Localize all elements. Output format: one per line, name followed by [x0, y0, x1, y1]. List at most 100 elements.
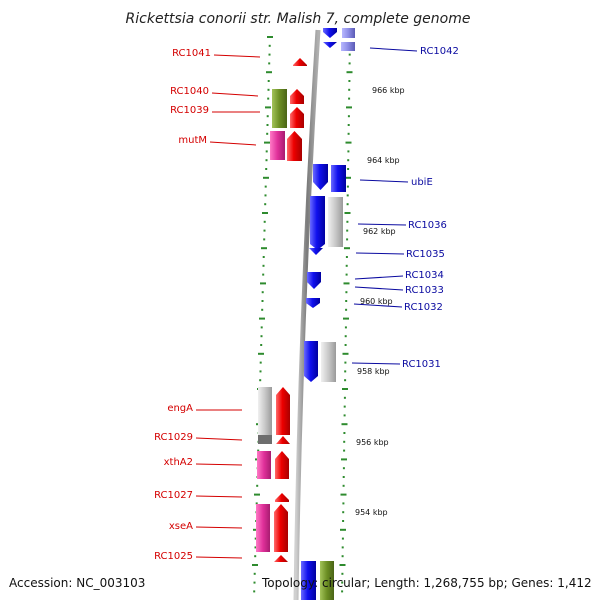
- ruler-minor-tick: [348, 53, 351, 56]
- label-ubiE: ubiE: [411, 177, 433, 188]
- scale-labels: 966 kbp 964 kbp 962 kbp 960 kbp 958 kbp …: [355, 86, 405, 517]
- ruler-minor-tick: [344, 379, 347, 382]
- ruler-minor-tick: [267, 80, 270, 82]
- ruler-minor-tick: [259, 361, 262, 364]
- ruler-minor-tick: [346, 194, 349, 197]
- ruler-minor-tick: [345, 273, 348, 276]
- gene-block: [301, 561, 316, 600]
- gene-mutM-arrow: [287, 131, 302, 161]
- ruler-minor-tick: [263, 238, 266, 241]
- ruler-major-tick: [344, 247, 350, 250]
- gene-RC1027-arrow: [275, 493, 289, 502]
- label-RC1033: RC1033: [405, 285, 444, 296]
- right-labels: RC1042 ubiE RC1036 RC1035 RC1034 RC1033 …: [351, 46, 459, 370]
- map-title: Rickettsia conorii str. Malish 7, comple…: [126, 11, 471, 27]
- ruler-minor-tick: [260, 326, 263, 329]
- ruler-minor-tick: [342, 467, 345, 470]
- gene-mutM-block: [270, 131, 285, 160]
- ruler-minor-tick: [267, 88, 270, 91]
- gene-xseA-block: [256, 504, 270, 552]
- ruler-major-tick: [341, 458, 347, 461]
- ruler-minor-tick: [268, 62, 271, 65]
- ruler-minor-tick: [346, 220, 349, 223]
- ruler-major-tick: [260, 282, 266, 285]
- scale-label: 964 kbp: [367, 156, 400, 165]
- scale-label: 966 kbp: [372, 86, 405, 95]
- label-RC1035: RC1035: [406, 249, 445, 260]
- ruler-major-tick: [342, 388, 348, 390]
- ruler-minor-tick: [344, 326, 347, 329]
- ruler-major-tick: [254, 493, 260, 496]
- ruler-minor-tick: [348, 62, 351, 65]
- ruler-minor-tick: [254, 555, 257, 558]
- ruler-major-tick: [267, 36, 273, 38]
- ruler-minor-tick: [264, 203, 267, 206]
- ruler-major-tick: [344, 212, 351, 214]
- ruler-minor-tick: [266, 124, 269, 126]
- scale-label: 962 kbp: [363, 227, 396, 236]
- accession-text: Accession: NC_003103: [9, 576, 145, 590]
- gene-RC1036-block: [328, 197, 343, 247]
- label-RC1031: RC1031: [402, 359, 441, 370]
- ruler-minor-tick: [341, 572, 344, 575]
- ruler-major-tick: [262, 212, 268, 214]
- ruler-minor-tick: [254, 537, 257, 540]
- ruler-minor-tick: [259, 379, 262, 382]
- ruler-minor-tick: [263, 220, 266, 223]
- ruler-minor-tick: [254, 546, 257, 549]
- gene-ubiE-block: [331, 165, 346, 192]
- gene-RC1032-arrow: [306, 298, 320, 308]
- ruler-minor-tick: [342, 476, 345, 478]
- gene-RC1031-arrow: [304, 341, 318, 382]
- gene-RC1040-block: [272, 89, 287, 128]
- ruler-minor-tick: [341, 546, 344, 549]
- label-xthA2: xthA2: [164, 457, 193, 468]
- ruler-minor-tick: [262, 273, 265, 276]
- ruler-minor-tick: [263, 229, 266, 232]
- right-dotted-ruler: [339, 36, 353, 593]
- label-RC1032: RC1032: [404, 302, 443, 313]
- ruler-minor-tick: [346, 203, 349, 206]
- ruler-minor-tick: [345, 308, 348, 311]
- ruler-minor-tick: [342, 511, 345, 514]
- ruler-minor-tick: [342, 520, 345, 522]
- ruler-major-tick: [345, 141, 352, 144]
- gene-xseA-arrow: [274, 504, 288, 552]
- left-features: [256, 58, 307, 562]
- label-RC1039: RC1039: [170, 105, 209, 116]
- ruler-minor-tick: [344, 344, 347, 346]
- ruler-minor-tick: [341, 581, 344, 584]
- gene-RC1031-block: [321, 342, 336, 382]
- scale-label: 956 kbp: [356, 438, 389, 447]
- gene-RC1041-arrow: [293, 58, 307, 66]
- ruler-minor-tick: [262, 256, 265, 258]
- gene-RC1029-block: [258, 435, 272, 444]
- ruler-minor-tick: [256, 484, 259, 487]
- ruler-major-tick: [266, 71, 272, 74]
- right-features: [301, 28, 355, 600]
- label-RC1041: RC1041: [172, 48, 211, 59]
- ruler-minor-tick: [255, 502, 258, 505]
- ruler-minor-tick: [261, 308, 264, 311]
- ruler-major-tick: [261, 247, 267, 250]
- label-RC1036: RC1036: [408, 220, 447, 231]
- gene-xthA2-arrow: [275, 451, 289, 479]
- ruler-minor-tick: [341, 555, 344, 558]
- ruler-major-tick: [340, 528, 346, 531]
- ruler-minor-tick: [265, 168, 268, 170]
- gene-RC1036-arrow: [310, 196, 325, 250]
- label-RC1025: RC1025: [154, 551, 193, 562]
- ruler-minor-tick: [264, 185, 267, 188]
- ruler-minor-tick: [268, 53, 271, 56]
- gene-xthA2-block: [257, 451, 271, 479]
- ruler-minor-tick: [265, 159, 268, 162]
- ruler-minor-tick: [342, 484, 345, 487]
- gene-arrow: [323, 42, 337, 48]
- ruler-minor-tick: [343, 432, 346, 434]
- ruler-minor-tick: [260, 335, 263, 338]
- label-RC1027: RC1027: [154, 490, 193, 501]
- ruler-minor-tick: [262, 264, 265, 267]
- gene-engA-arrow: [276, 387, 290, 435]
- ruler-minor-tick: [260, 344, 263, 346]
- ruler-minor-tick: [347, 150, 350, 153]
